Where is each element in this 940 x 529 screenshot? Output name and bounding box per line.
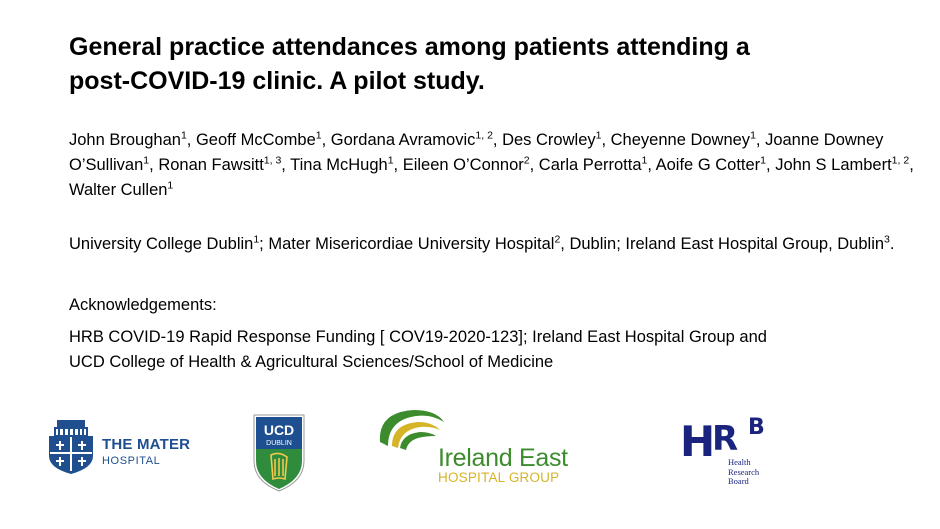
hrb-subtitle-line: Board: [728, 476, 749, 486]
hrb-subtitle: Health Research Board: [728, 457, 760, 487]
ireland-east-subtitle: HOSPITAL GROUP: [438, 470, 560, 485]
mater-subtitle: HOSPITAL: [102, 455, 161, 467]
acknowledgements-heading: Acknowledgements:: [69, 296, 217, 314]
author-name: John S Lambert: [775, 156, 892, 174]
author-name: Ronan Fawsitt: [158, 156, 264, 174]
svg-text:B: B: [748, 415, 765, 440]
author-separator: ,: [321, 131, 331, 149]
author-name: Aoife G Cotter: [655, 156, 761, 174]
acknowledgements-line: HRB COVID-19 Rapid Response Funding [ CO…: [69, 328, 767, 346]
title-line: post-COVID-19 clinic. A pilot study.: [69, 67, 485, 95]
affiliation-name: Ireland East Hospital Group, Dublin: [625, 235, 885, 253]
author-name: Walter Cullen: [69, 181, 168, 199]
author-name: Carla Perrotta: [538, 156, 642, 174]
author-affiliation-marker: 1: [180, 129, 187, 142]
author-affiliation-marker: 1: [387, 154, 394, 167]
author-separator: ,: [647, 156, 656, 174]
mater-crest-icon: [49, 420, 93, 474]
author-name: Des Crowley: [502, 131, 596, 149]
affiliation-separator: , Dublin;: [560, 235, 626, 253]
author-separator: ,: [281, 156, 291, 174]
hrb-logo: H R B Health Research Board: [678, 410, 774, 490]
author-separator: ,: [492, 131, 503, 149]
ucd-sublabel: DUBLIN: [266, 440, 292, 447]
affiliations: University College Dublin1; Mater Miseri…: [69, 232, 919, 257]
hrb-subtitle-line: Research: [728, 466, 760, 477]
author-affiliation-marker: 1: [750, 129, 756, 142]
affiliation-marker: 3: [884, 233, 890, 246]
author-list: John Broughan1, Geoff McCombe1, Gordana …: [69, 128, 919, 203]
author-affiliation-marker: 1, 2: [475, 129, 493, 142]
author-affiliation-marker: 1: [760, 154, 767, 167]
author-separator: ,: [529, 156, 539, 174]
author-separator: ,: [766, 156, 776, 174]
hrb-wordmark-icon: H R B: [680, 415, 765, 460]
affiliation-separator: ;: [259, 235, 269, 253]
author-name: Eileen O’Connor: [402, 156, 524, 174]
author-name: Gordana Avramovic: [330, 131, 476, 149]
author-name: Cheyenne Downey: [610, 131, 751, 149]
author-name: John Broughan: [69, 131, 181, 149]
author-affiliation-marker: 2: [523, 154, 530, 167]
author-affiliation-marker: 1: [595, 129, 602, 142]
affiliation-marker: 2: [554, 233, 561, 246]
author-separator: ,: [601, 131, 611, 149]
affiliation-marker: 1: [253, 233, 260, 246]
author-name: Tina McHugh: [290, 156, 388, 174]
mater-hospital-logo: THE MATER HOSPITAL: [44, 418, 204, 476]
ireland-east-swoosh-icon: [379, 410, 444, 450]
hrb-subtitle-line: Health: [728, 457, 751, 467]
author-affiliation-marker: 1: [167, 179, 174, 192]
ireland-east-logo: Ireland East HOSPITAL GROUP: [374, 406, 586, 488]
affiliation-name: Mater Misericordiae University Hospital: [268, 235, 555, 253]
author-affiliation-marker: 1: [315, 129, 322, 142]
author-affiliation-marker: 1: [641, 154, 648, 167]
title-line: General practice attendances among patie…: [69, 33, 750, 61]
acknowledgements-text: HRB COVID-19 Rapid Response Funding [ CO…: [69, 325, 919, 375]
page-title: General practice attendances among patie…: [69, 30, 909, 98]
author-separator: ,: [186, 131, 196, 149]
author-affiliation-marker: 1, 3: [263, 154, 282, 167]
ireland-east-name: Ireland East: [438, 444, 568, 472]
author-separator: ,: [909, 156, 914, 174]
author-separator: ,: [755, 131, 766, 149]
ucd-logo: UCD DUBLIN: [252, 413, 306, 493]
author-separator: ,: [149, 156, 159, 174]
author-separator: ,: [393, 156, 403, 174]
author-name: Geoff McCombe: [195, 131, 316, 149]
svg-text:H: H: [680, 417, 715, 460]
author-affiliation-marker: 1: [143, 154, 150, 167]
author-affiliation-marker: 1, 2: [891, 154, 910, 167]
ucd-shield-icon: UCD DUBLIN: [253, 414, 305, 492]
acknowledgements-line: UCD College of Health & Agricultural Sci…: [69, 353, 554, 371]
affiliation-end: .: [889, 235, 895, 253]
mater-name: THE MATER: [102, 436, 191, 453]
affiliation-name: University College Dublin: [69, 235, 254, 253]
svg-text:R: R: [712, 419, 738, 459]
ucd-label: UCD: [264, 422, 294, 438]
author-name: Joanne Downey O’Sullivan: [69, 131, 884, 174]
